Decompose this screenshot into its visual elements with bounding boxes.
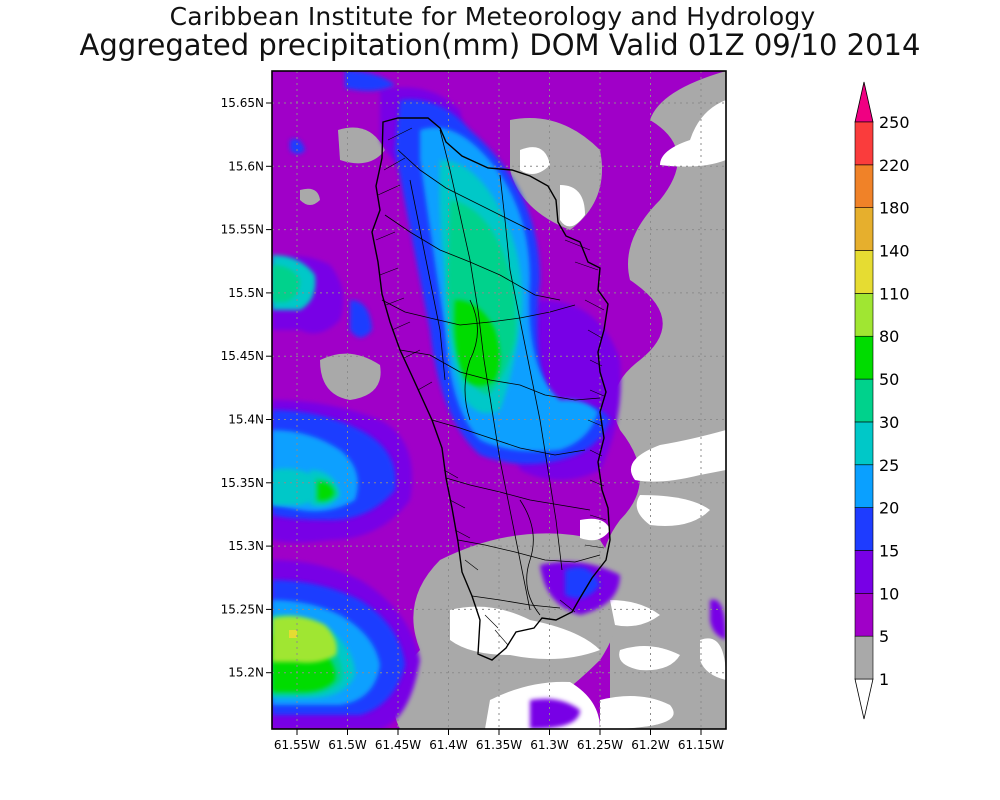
y-tick-label: 15.65N bbox=[221, 96, 264, 110]
y-tick-label: 15.4N bbox=[228, 413, 264, 427]
colorbar-high-arrow bbox=[854, 81, 874, 123]
x-tick-label: 61.5W bbox=[328, 738, 367, 752]
x-tick-label: 61.45W bbox=[375, 738, 421, 752]
colorbar-segment bbox=[854, 121, 874, 166]
precip-80-110-areas bbox=[272, 616, 337, 663]
title-line-2: Aggregated precipitation(mm) DOM Valid 0… bbox=[79, 28, 921, 62]
y-tick-label: 15.5N bbox=[228, 286, 264, 300]
y-tick-label: 15.6N bbox=[228, 159, 264, 173]
y-tick-label: 15.45N bbox=[221, 349, 264, 363]
colorbar-segment bbox=[854, 207, 874, 251]
colorbar-label: 220 bbox=[879, 156, 910, 175]
colorbar-segment bbox=[854, 335, 874, 380]
precip-max-cell bbox=[289, 630, 297, 638]
colorbar-label: 15 bbox=[879, 541, 899, 560]
x-tick-label: 61.2W bbox=[631, 738, 670, 752]
colorbar-label: 25 bbox=[879, 456, 899, 475]
colorbar-segment bbox=[854, 507, 874, 551]
colorbar-low-arrow bbox=[854, 678, 874, 720]
colorbar-label: 30 bbox=[879, 413, 899, 432]
colorbar-segment bbox=[854, 550, 874, 594]
x-tick-label: 61.15W bbox=[678, 738, 724, 752]
colorbar-label: 110 bbox=[879, 284, 910, 303]
colorbar-label: 10 bbox=[879, 584, 899, 603]
island-outline bbox=[371, 117, 611, 661]
colorbar-segment bbox=[854, 421, 874, 466]
y-tick-label: 15.3N bbox=[228, 539, 264, 553]
precip-below-1-areas bbox=[450, 100, 726, 729]
colorbar-label: 20 bbox=[879, 499, 899, 518]
x-tick-label: 61.4W bbox=[429, 738, 468, 752]
title-line-1: Caribbean Institute for Meteorology and … bbox=[169, 2, 816, 31]
x-tick-label: 61.55W bbox=[274, 738, 320, 752]
colorbar-label: 180 bbox=[879, 199, 910, 218]
colorbar-label: 140 bbox=[879, 242, 910, 261]
colorbar-segment bbox=[854, 378, 874, 423]
colorbar-label: 1 bbox=[879, 670, 889, 689]
y-tick-label: 15.2N bbox=[228, 666, 264, 680]
colorbar-label: 50 bbox=[879, 370, 899, 389]
colorbar-segment bbox=[854, 635, 874, 680]
y-axis-ticks: 15.65N 15.6N 15.55N 15.5N 15.45N 15.4N 15.35N 1… bbox=[221, 96, 272, 680]
x-tick-label: 61.3W bbox=[530, 738, 569, 752]
colorbar-label: 250 bbox=[879, 113, 910, 132]
y-tick-label: 15.35N bbox=[221, 476, 264, 490]
y-tick-label: 15.25N bbox=[221, 602, 264, 616]
colorbar-label: 5 bbox=[879, 627, 889, 646]
y-tick-label: 15.55N bbox=[221, 223, 264, 237]
colorbar-segment bbox=[854, 164, 874, 208]
colorbar-segment bbox=[854, 593, 874, 637]
colorbar-segment bbox=[854, 464, 874, 508]
colorbar-label: 80 bbox=[879, 327, 899, 346]
colorbar-segment bbox=[854, 250, 874, 294]
colorbar-segment bbox=[854, 293, 874, 337]
map-grid bbox=[272, 71, 726, 729]
x-axis-ticks: 61.55W 61.5W 61.45W 61.4W 61.35W 61.3W 61.25W 6… bbox=[274, 729, 724, 752]
x-tick-label: 61.25W bbox=[577, 738, 623, 752]
x-tick-label: 61.35W bbox=[476, 738, 522, 752]
